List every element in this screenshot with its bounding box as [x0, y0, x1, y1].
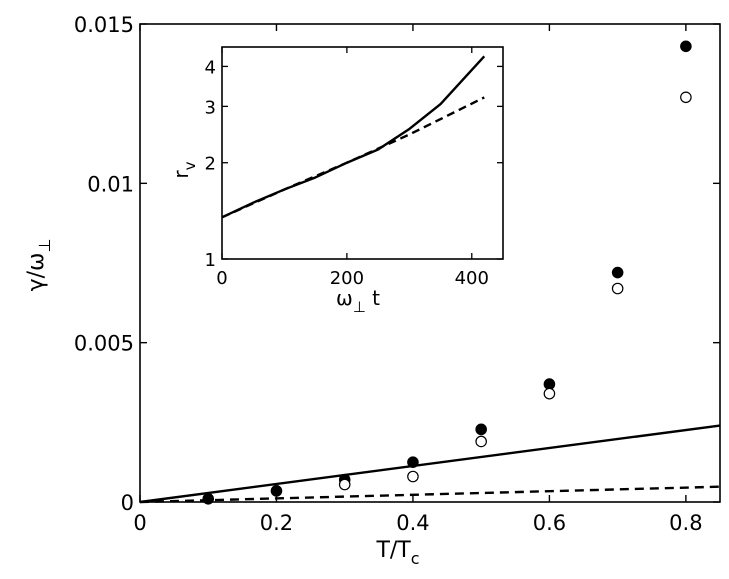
main-x-label-subscript: c: [411, 549, 420, 568]
main-x-tick-label: 0.2: [260, 511, 293, 535]
inset-solid-line: [221, 55, 486, 219]
main-y-tick-label: 0.01: [87, 172, 134, 196]
filled-circle-point: [475, 423, 487, 436]
main-x-tick-label: 0: [133, 511, 146, 535]
inset-y-axis-label: rv: [169, 161, 199, 178]
main-x-axis-label: T/Tc: [375, 538, 419, 568]
inset-x-label-omega: ω: [336, 286, 353, 310]
main-y-tick-label: 0.015: [74, 13, 134, 37]
filled-circle-point: [680, 40, 692, 53]
inset-x-tick-label: 200: [330, 268, 364, 289]
inset-x-tick-label: 400: [455, 268, 489, 289]
filled-circle-point: [270, 485, 283, 497]
main-ticks: 0 0.2 0.4 0.6 0.8 0 0.005 0.01 0.015: [74, 13, 720, 535]
open-circle-point: [475, 435, 487, 448]
inset-x-tick-label: 0: [216, 268, 227, 289]
filled-circle-point: [202, 493, 215, 505]
inset-dashed-line: [221, 96, 485, 219]
filled-circle-point: [407, 456, 419, 468]
inset-y-label-subscript: v: [181, 161, 199, 170]
open-circle-point: [543, 387, 556, 400]
open-circle-point: [680, 91, 692, 104]
inset-x-axis-label: ω⊥ t: [336, 286, 380, 316]
main-y-axis-label: γ/ω⊥: [24, 239, 54, 292]
filled-circle-point: [543, 378, 556, 390]
main-dashed-line: [139, 485, 721, 504]
open-circle-point: [338, 478, 351, 491]
inset-x-label-t: t: [366, 286, 380, 310]
inset-y-label-text: r: [169, 170, 193, 179]
main-x-tick-label: 0.6: [533, 511, 566, 535]
inset-plot-frame: [221, 46, 504, 260]
inset-y-tick-label: 1: [205, 250, 216, 271]
main-x-tick-label: 0.4: [396, 511, 429, 535]
inset-series: [221, 55, 486, 219]
inset-x-label-subscript: ⊥: [353, 298, 366, 316]
main-y-label-subscript: ⊥: [35, 239, 54, 253]
main-y-tick-label: 0: [121, 491, 134, 515]
main-x-label-text: T/T: [375, 538, 411, 563]
main-y-tick-label: 0.005: [74, 332, 134, 356]
inset-y-tick-label: 3: [205, 97, 216, 118]
main-y-label-text: γ/ω: [24, 253, 49, 292]
inset-ticks: 0 200 400 1 2 3 4: [205, 47, 503, 289]
main-solid-line: [139, 424, 721, 504]
filled-circle-point: [611, 266, 624, 279]
inset-y-tick-label: 2: [205, 154, 216, 175]
main-series: [139, 40, 721, 505]
main-x-tick-label: 0.8: [669, 511, 702, 535]
main-plot-frame: [139, 23, 721, 503]
inset-y-tick-label: 4: [205, 57, 216, 78]
open-circle-point: [407, 470, 419, 483]
open-circle-point: [611, 282, 624, 295]
